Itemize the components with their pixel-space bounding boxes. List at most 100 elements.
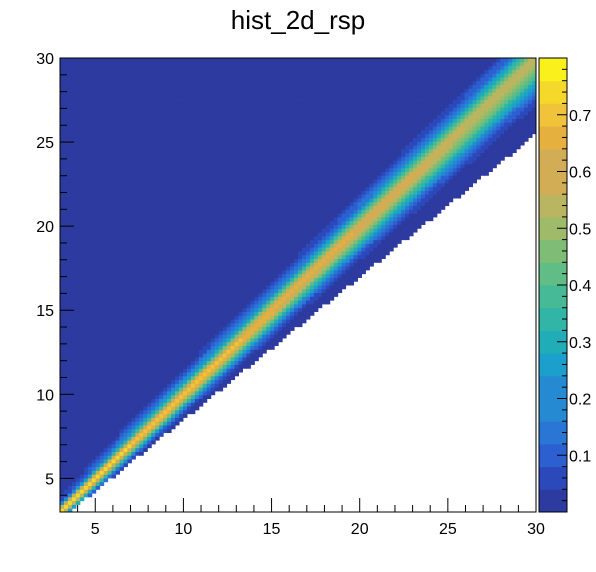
heatmap-cell xyxy=(222,319,228,324)
heatmap-cell xyxy=(186,247,192,252)
heatmap-cell xyxy=(179,84,184,89)
heatmap-cell xyxy=(131,129,136,135)
heatmap-cell xyxy=(175,337,180,343)
heatmap-cell xyxy=(139,440,144,445)
heatmap-cell xyxy=(99,292,105,297)
heatmap-cell xyxy=(115,213,120,218)
heatmap-cell xyxy=(127,65,132,70)
heatmap-cell xyxy=(198,398,204,403)
heatmap-cell xyxy=(95,281,101,286)
heatmap-cell xyxy=(163,311,168,316)
heatmap-cell xyxy=(67,341,73,347)
heatmap-cell xyxy=(234,163,239,169)
heatmap-cell xyxy=(111,432,117,437)
heatmap-cell xyxy=(107,156,113,161)
heatmap-cell xyxy=(139,84,144,89)
heatmap-cell xyxy=(99,107,105,112)
heatmap-cell xyxy=(254,285,259,290)
heatmap-cell xyxy=(171,250,176,256)
heatmap-cell xyxy=(107,126,113,131)
heatmap-cell xyxy=(210,390,216,396)
heatmap-cell xyxy=(75,288,81,294)
heatmap-cell xyxy=(250,345,255,350)
heatmap-cell xyxy=(95,285,101,290)
heatmap-cell xyxy=(67,417,73,422)
heatmap-cell xyxy=(238,239,243,244)
heatmap-cell xyxy=(91,58,97,63)
heatmap-cell xyxy=(182,345,188,350)
heatmap-cell xyxy=(155,107,160,112)
heatmap-cell xyxy=(198,186,204,191)
heatmap-cell xyxy=(163,300,168,305)
heatmap-cell xyxy=(179,152,184,157)
heatmap-cell xyxy=(103,156,109,161)
heatmap-cell xyxy=(131,235,136,241)
heatmap-cell xyxy=(186,296,192,301)
heatmap-cell xyxy=(91,341,97,347)
heatmap-cell xyxy=(186,148,192,154)
heatmap-cell xyxy=(198,390,204,396)
heatmap-cell xyxy=(99,201,105,207)
heatmap-cell xyxy=(206,307,212,312)
heatmap-cell xyxy=(194,303,200,309)
heatmap-cell xyxy=(143,322,148,328)
heatmap-cell xyxy=(234,239,239,244)
heatmap-cell xyxy=(60,379,65,384)
heatmap-cell xyxy=(107,432,113,437)
heatmap-cell xyxy=(218,269,224,275)
heatmap-cell xyxy=(210,122,216,127)
heatmap-cell xyxy=(250,273,255,278)
heatmap-cell xyxy=(99,175,105,180)
heatmap-cell xyxy=(222,326,228,331)
heatmap-cell xyxy=(210,186,216,191)
heatmap-cell xyxy=(111,141,117,146)
heatmap-cell xyxy=(63,383,69,388)
heatmap-cell xyxy=(206,266,212,271)
heatmap-cell xyxy=(226,194,232,199)
heatmap-cell xyxy=(91,477,97,483)
heatmap-cell xyxy=(202,186,208,191)
heatmap-cell xyxy=(242,288,247,294)
heatmap-cell xyxy=(135,440,140,445)
heatmap-cell xyxy=(167,216,172,222)
heatmap-cell xyxy=(238,250,243,256)
heatmap-cell xyxy=(210,118,216,123)
heatmap-cell xyxy=(75,175,81,180)
heatmap-cell xyxy=(103,114,109,120)
heatmap-cell xyxy=(79,232,85,237)
heatmap-cell xyxy=(222,228,228,233)
heatmap-cell xyxy=(95,266,101,271)
heatmap-cell xyxy=(179,413,184,418)
heatmap-cell xyxy=(246,148,251,154)
heatmap-cell xyxy=(71,462,77,468)
heatmap-cell xyxy=(194,224,200,229)
heatmap-cell xyxy=(139,394,144,399)
heatmap-cell xyxy=(63,315,69,320)
heatmap-cell xyxy=(163,398,168,403)
heatmap-cell xyxy=(103,269,109,275)
heatmap-cell xyxy=(75,353,81,358)
heatmap-cell xyxy=(71,73,77,78)
heatmap-cell xyxy=(71,330,77,335)
heatmap-cell xyxy=(83,190,89,195)
heatmap-cell xyxy=(190,216,196,222)
heatmap-cell xyxy=(250,88,255,93)
heatmap-cell xyxy=(155,337,160,343)
heatmap-cell xyxy=(75,409,81,415)
heatmap-cell xyxy=(246,179,251,184)
heatmap-cell xyxy=(182,303,188,309)
heatmap-cell xyxy=(175,69,180,74)
heatmap-cell xyxy=(222,179,228,184)
heatmap-cell xyxy=(95,156,101,161)
heatmap-cell xyxy=(155,88,160,93)
heatmap-cell xyxy=(214,375,220,381)
heatmap-cell xyxy=(222,122,228,127)
heatmap-cell xyxy=(119,239,124,244)
heatmap-cell xyxy=(119,300,124,305)
heatmap-cell xyxy=(135,372,140,377)
heatmap-cell xyxy=(198,372,204,377)
heatmap-cell xyxy=(198,334,204,339)
heatmap-cell xyxy=(230,300,236,305)
heatmap-cell xyxy=(210,277,216,282)
heatmap-cell xyxy=(163,92,168,97)
